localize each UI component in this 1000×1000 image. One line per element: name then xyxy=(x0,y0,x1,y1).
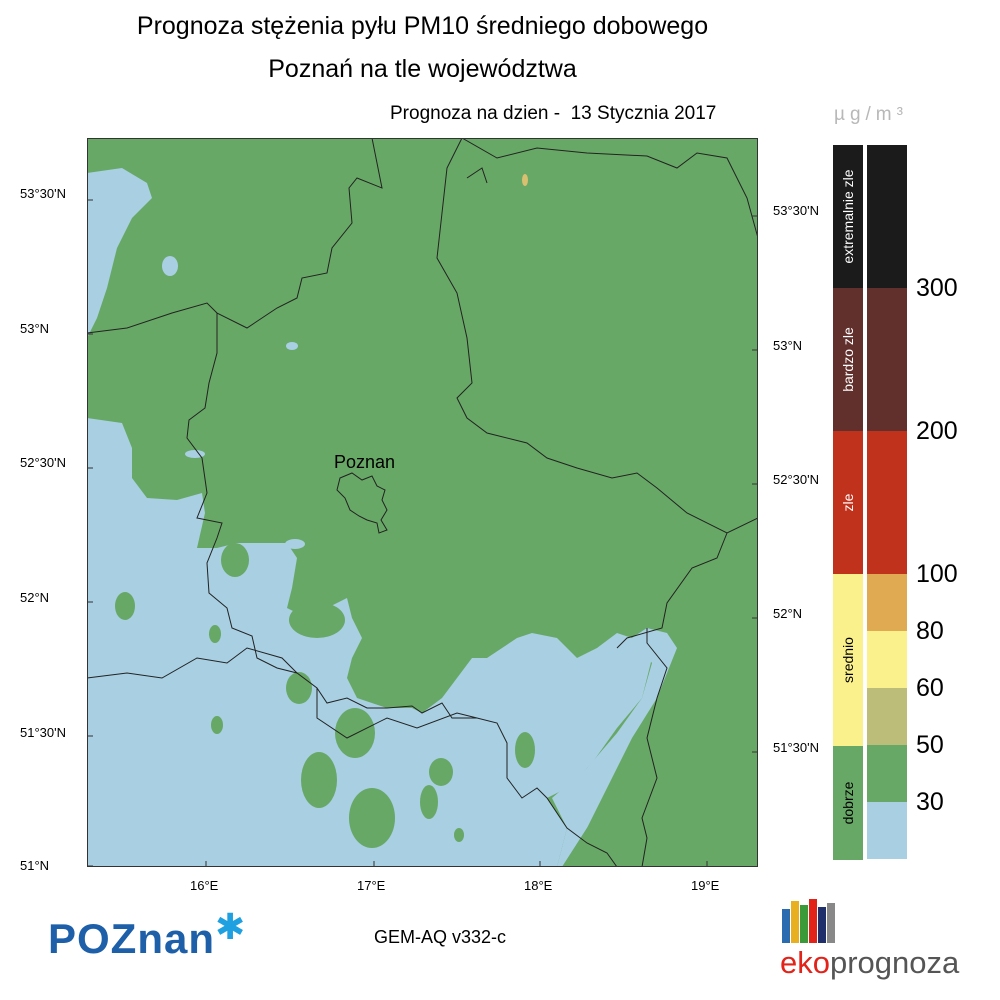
island xyxy=(289,602,345,638)
island xyxy=(286,672,312,704)
lat-label-left: 51°N xyxy=(20,858,50,873)
scale-bin-2 xyxy=(867,431,907,574)
lon-label: 18°E xyxy=(524,878,553,893)
scale-bin-3 xyxy=(867,574,907,631)
city-label: Poznan xyxy=(334,452,395,472)
axis-ticks xyxy=(87,199,758,867)
scale-category-label: dobrze xyxy=(840,781,856,824)
voivodeship-border-east xyxy=(436,138,758,534)
border-west xyxy=(87,302,218,334)
map-frame xyxy=(87,138,758,867)
scale-category-4 xyxy=(833,746,863,860)
scale-bin-7 xyxy=(867,802,907,859)
scale-category-label: zle xyxy=(840,493,856,511)
scale-bin-1 xyxy=(867,288,907,431)
scale-tick-value: 30 xyxy=(916,788,944,816)
voivodeship-border xyxy=(186,138,618,867)
lon-label: 17°E xyxy=(357,878,386,893)
island xyxy=(211,716,223,734)
lat-label-left: 53°30'N xyxy=(20,186,66,201)
blue-patch xyxy=(185,450,205,458)
lat-label-left: 53°N xyxy=(20,321,50,336)
southeast-area xyxy=(552,628,677,867)
good-islands xyxy=(115,543,758,867)
scale-tick-value: 60 xyxy=(916,674,944,702)
island xyxy=(454,828,464,842)
island xyxy=(335,708,375,758)
borders xyxy=(87,138,758,867)
model-version: GEM-AQ v332-c xyxy=(374,927,507,947)
value-bin-column xyxy=(867,145,907,859)
lat-label-right: 52°30'N xyxy=(773,472,819,487)
lat-label-right: 51°30'N xyxy=(773,740,819,755)
scale-category-0 xyxy=(833,145,863,288)
scale-bin-6 xyxy=(867,745,907,802)
yellow-patch xyxy=(522,174,528,186)
category-column: extremalnie zle bardzo zle zle srednio dobrz… xyxy=(833,145,863,860)
scale-tick-value: 200 xyxy=(916,417,958,445)
lat-label-left: 51°30'N xyxy=(20,725,66,740)
blue-patch xyxy=(162,256,178,276)
lat-label-right: 52°N xyxy=(773,606,803,621)
scale-tick-value: 100 xyxy=(916,560,958,588)
lat-label-left: 52°N xyxy=(20,590,50,605)
blue-patch xyxy=(286,342,298,350)
island xyxy=(515,732,535,768)
scale-tick-value: 80 xyxy=(916,617,944,645)
scale-category-3 xyxy=(833,574,863,746)
scale-bin-0 xyxy=(867,145,907,288)
scale-category-label: srednio xyxy=(840,637,856,683)
unit-label: µg/m³ xyxy=(834,104,908,125)
scale-tick-value: 300 xyxy=(916,274,958,302)
border-southwest xyxy=(87,647,298,679)
border-south xyxy=(316,688,478,739)
concentration-map: Poznan xyxy=(87,138,758,867)
border-southeast2 xyxy=(641,628,668,867)
lat-label-left: 52°30'N xyxy=(20,455,66,470)
asterisk-icon: ✱ xyxy=(215,906,247,947)
scale-category-label: bardzo zle xyxy=(840,327,856,392)
island xyxy=(221,543,249,577)
scale-category-2 xyxy=(833,431,863,574)
ekoprognoza-logo-icon xyxy=(782,899,835,943)
lon-label: 16°E xyxy=(190,878,219,893)
scale-bin-4 xyxy=(867,631,907,688)
ekoprognoza-logo-text: ekoprognoza xyxy=(780,945,960,980)
poznan-logo-text: POZnan xyxy=(48,915,216,962)
border-north2 xyxy=(466,167,488,184)
lat-label-right: 53°N xyxy=(773,338,803,353)
poznan-city-border xyxy=(336,472,388,534)
island xyxy=(209,625,221,643)
island xyxy=(115,592,135,620)
poznan-logo: POZnan✱ xyxy=(48,906,246,963)
lat-label-right: 53°30'N xyxy=(773,203,819,218)
blue-patch xyxy=(285,539,305,549)
west-coast-area xyxy=(87,168,152,338)
scale-tick-value: 50 xyxy=(916,731,944,759)
border-north xyxy=(461,138,758,239)
island xyxy=(301,752,337,808)
scale-category-label: extremalnie zle xyxy=(840,169,856,263)
island xyxy=(349,788,395,848)
voivodeship-border-southeast xyxy=(616,532,728,649)
island xyxy=(420,785,438,819)
scale-bin-5 xyxy=(867,688,907,745)
island xyxy=(429,758,453,786)
map-title: Prognoza stężenia pyłu PM10 średniego do… xyxy=(136,12,709,40)
lon-label: 19°E xyxy=(691,878,720,893)
scale-category-1 xyxy=(833,288,863,431)
southwest-area xyxy=(87,418,652,867)
legend-scale: extremalnie zle bardzo zle zle srednio dobrz… xyxy=(833,145,907,860)
island xyxy=(562,663,758,867)
forecast-date: Prognoza na dzien - 13 Stycznia 2017 xyxy=(390,103,717,124)
map-subtitle: Poznań na tle województwa xyxy=(268,55,577,83)
